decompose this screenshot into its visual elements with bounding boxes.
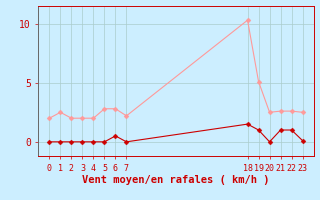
X-axis label: Vent moyen/en rafales ( km/h ): Vent moyen/en rafales ( km/h ) xyxy=(82,175,270,185)
